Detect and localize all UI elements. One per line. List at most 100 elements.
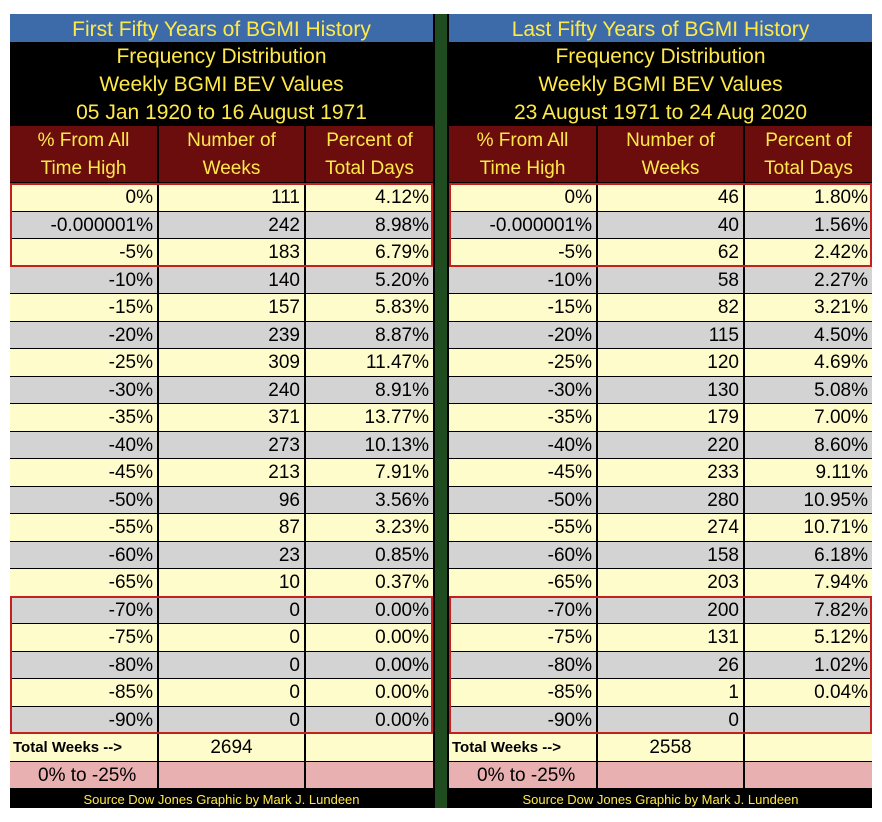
- column-header-col-weeks: Number of Weeks: [159, 126, 304, 182]
- cell-col-from-high: -20%: [10, 321, 157, 348]
- subtitle-line: Frequency Distribution: [555, 45, 766, 68]
- table-row: -35% 179 7.00%: [449, 404, 872, 431]
- cell-col-percent: 7.94%: [745, 569, 872, 596]
- cell-col-percent: 3.23%: [306, 514, 433, 541]
- total-row: Total Weeks --> 2558: [449, 734, 872, 761]
- cell-col-from-high: -10%: [10, 266, 157, 293]
- cell-col-percent: 0.85%: [306, 541, 433, 568]
- cell-col-weeks: 203: [598, 569, 743, 596]
- cell-col-from-high: -50%: [10, 486, 157, 513]
- column-header-line: Weeks: [641, 158, 700, 179]
- subtitle-line: 23 August 1971 to 24 Aug 2020: [513, 101, 808, 124]
- cell-col-percent: 0.00%: [306, 706, 433, 733]
- cell-col-weeks: 26: [598, 651, 743, 678]
- cell-col-weeks: 87: [159, 514, 304, 541]
- column-header-col-percent: Percent of Total Days: [306, 126, 433, 182]
- range-weeks: [159, 761, 304, 788]
- cell-col-weeks: 309: [159, 349, 304, 376]
- cell-col-from-high: -55%: [10, 514, 157, 541]
- cell-col-percent: 7.82%: [745, 596, 872, 623]
- column-header-line: Number of: [187, 130, 276, 151]
- panel-subtitle: Frequency Distribution Weekly BGMI BEV Va…: [449, 42, 872, 126]
- cell-col-percent: 4.50%: [745, 321, 872, 348]
- cell-col-from-high: -25%: [10, 349, 157, 376]
- table-row: -75% 131 5.12%: [449, 624, 872, 651]
- cell-col-weeks: 242: [159, 211, 304, 238]
- cell-col-percent: 7.91%: [306, 459, 433, 486]
- table-row: -5% 183 6.79%: [10, 239, 433, 266]
- total-value: 2558: [598, 734, 743, 761]
- table-row: -55% 274 10.71%: [449, 514, 872, 541]
- cell-col-from-high: -30%: [449, 376, 596, 403]
- cell-col-weeks: 179: [598, 404, 743, 431]
- column-header-line: % From All: [476, 130, 569, 151]
- cell-col-from-high: -60%: [449, 541, 596, 568]
- cell-col-from-high: -55%: [449, 514, 596, 541]
- cell-col-weeks: 120: [598, 349, 743, 376]
- cell-col-weeks: 46: [598, 184, 743, 211]
- table-row: -50% 280 10.95%: [449, 486, 872, 513]
- column-header-col-weeks: Number of Weeks: [598, 126, 743, 182]
- range-percent: [306, 761, 433, 788]
- cell-col-weeks: 111: [159, 184, 304, 211]
- source-credit: Source Dow Jones Graphic by Mark J. Lund…: [522, 792, 799, 807]
- column-header-col-from-high: % From All Time High: [449, 126, 596, 182]
- range-label: 0% to -25%: [10, 761, 157, 788]
- cell-col-weeks: 0: [159, 706, 304, 733]
- panel-first-fifty-years: First Fifty Years of BGMI History Frequen…: [10, 14, 433, 808]
- cell-col-from-high: -65%: [449, 569, 596, 596]
- table-row: -70% 200 7.82%: [449, 596, 872, 623]
- subtitle-line: Weekly BGMI BEV Values: [538, 73, 783, 96]
- column-header-col-percent: Percent of Total Days: [745, 126, 872, 182]
- cell-col-from-high: -15%: [10, 294, 157, 321]
- cell-col-weeks: 0: [159, 624, 304, 651]
- cell-col-weeks: 273: [159, 431, 304, 458]
- table-body: 0% 111 4.12% -0.000001% 242 8.98% -5% 183 6.79% -…: [10, 184, 433, 789]
- cell-col-from-high: -80%: [449, 651, 596, 678]
- table-row: -85% 1 0.04%: [449, 679, 872, 706]
- table-row: 0% 46 1.80%: [449, 184, 872, 211]
- cell-col-weeks: 1: [598, 679, 743, 706]
- column-header-line: Percent of: [765, 130, 852, 151]
- column-header-line: Total Days: [325, 158, 414, 179]
- source-credit: Source Dow Jones Graphic by Mark J. Lund…: [83, 792, 360, 807]
- cell-col-percent: 10.13%: [306, 431, 433, 458]
- cell-col-percent: 8.87%: [306, 321, 433, 348]
- cell-col-from-high: -35%: [449, 404, 596, 431]
- column-header-line: Percent of: [326, 130, 413, 151]
- cell-col-percent: 3.21%: [745, 294, 872, 321]
- cell-col-from-high: -80%: [10, 651, 157, 678]
- cell-col-weeks: 58: [598, 266, 743, 293]
- cell-col-weeks: 0: [598, 706, 743, 733]
- cell-col-weeks: 371: [159, 404, 304, 431]
- cell-col-weeks: 62: [598, 239, 743, 266]
- table-row: -10% 140 5.20%: [10, 266, 433, 293]
- cell-col-weeks: 274: [598, 514, 743, 541]
- panel-title: Last Fifty Years of BGMI History: [449, 14, 872, 42]
- cell-col-from-high: -0.000001%: [10, 211, 157, 238]
- cell-col-percent: 5.83%: [306, 294, 433, 321]
- table-row: -70% 0 0.00%: [10, 596, 433, 623]
- table-row: -0.000001% 242 8.98%: [10, 211, 433, 238]
- cell-col-from-high: -35%: [10, 404, 157, 431]
- cell-col-percent: 8.91%: [306, 376, 433, 403]
- cell-col-percent: 4.69%: [745, 349, 872, 376]
- cell-col-percent: 0.00%: [306, 624, 433, 651]
- cell-col-percent: 2.42%: [745, 239, 872, 266]
- cell-col-percent: 2.27%: [745, 266, 872, 293]
- column-header-line: Total Days: [764, 158, 853, 179]
- column-header-line: Number of: [626, 130, 715, 151]
- cell-col-weeks: 220: [598, 431, 743, 458]
- cell-col-weeks: 213: [159, 459, 304, 486]
- table-row: -40% 273 10.13%: [10, 431, 433, 458]
- table-row: -15% 157 5.83%: [10, 294, 433, 321]
- table-row: -20% 115 4.50%: [449, 321, 872, 348]
- cell-col-from-high: -70%: [10, 596, 157, 623]
- cell-col-from-high: -20%: [449, 321, 596, 348]
- cell-col-from-high: -45%: [10, 459, 157, 486]
- cell-col-weeks: 200: [598, 596, 743, 623]
- cell-col-percent: 0.04%: [745, 679, 872, 706]
- cell-col-weeks: 183: [159, 239, 304, 266]
- cell-col-weeks: 10: [159, 569, 304, 596]
- table-row: -45% 213 7.91%: [10, 459, 433, 486]
